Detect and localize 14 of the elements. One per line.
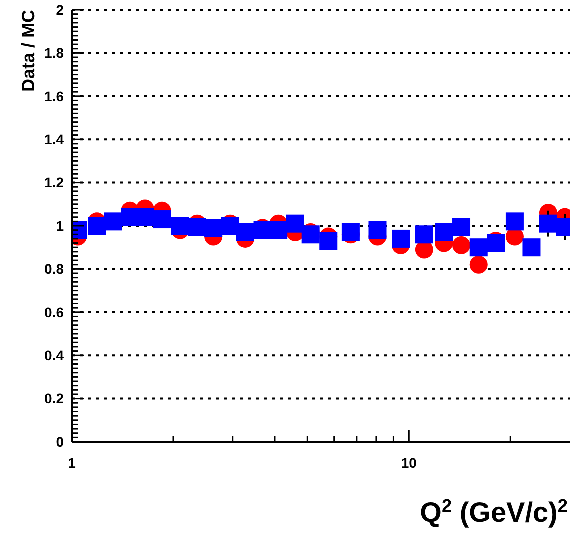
y-axis-title: Data / MC	[18, 10, 38, 92]
y-tick-label: 0.4	[44, 348, 64, 364]
y-tick-label: 2	[56, 2, 64, 18]
y-tick-label: 1.2	[44, 174, 64, 191]
y-tick-label: 0.6	[44, 304, 64, 320]
y-tick-label: 1.6	[44, 88, 64, 104]
y-tick-label: 1.4	[44, 132, 64, 148]
y-tick-label: 1	[56, 218, 64, 234]
x-tick-label: 10	[401, 455, 418, 471]
y-tick-label: 0	[56, 434, 64, 450]
x-axis-title: Q$^{2}$ (GeV/c)$^{2}$	[420, 496, 568, 528]
y-tick-label: 0.8	[44, 261, 64, 278]
y-tick-label: 1.8	[44, 45, 64, 62]
y-tick-label: 0.2	[44, 390, 64, 407]
